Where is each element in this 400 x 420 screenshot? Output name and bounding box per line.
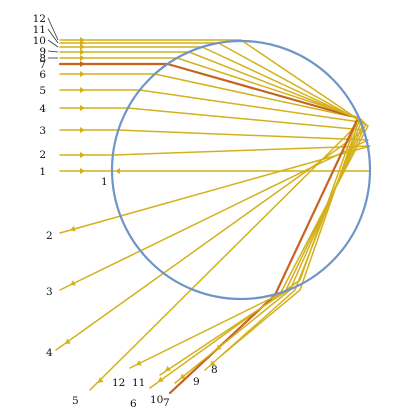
ray-9 bbox=[59, 51, 363, 371]
ray-5-in-label: 5 bbox=[39, 85, 46, 97]
ray-8-arrow-in-icon bbox=[80, 55, 85, 61]
ray-11-in-label: 11 bbox=[33, 24, 46, 36]
ray-10-arrow-in-icon bbox=[80, 44, 85, 50]
ray-8-in-label: 8 bbox=[39, 53, 46, 65]
ray-12-exit-label: 12 bbox=[112, 377, 125, 389]
ray-4-exit-label: 4 bbox=[46, 347, 53, 359]
ray-12-leader-line bbox=[47, 17, 59, 41]
ray-8 bbox=[59, 57, 361, 356]
ray-11-exit-label: 11 bbox=[132, 377, 145, 389]
ray-5-exit-label: 5 bbox=[72, 395, 79, 407]
ray-1-arrow-in-icon bbox=[80, 168, 85, 174]
ray-4-arrow-in-icon bbox=[80, 105, 85, 111]
ray-7-exit-label: 7 bbox=[163, 397, 170, 409]
ray-2-arrow-in-icon bbox=[80, 152, 85, 158]
ray-12 bbox=[59, 39, 369, 369]
ray-6-exit-label: 6 bbox=[130, 398, 137, 410]
ray-12-arrow-out-icon bbox=[136, 360, 142, 366]
ray-12-in-label: 12 bbox=[33, 13, 46, 25]
ray-11-arrow-out-icon bbox=[165, 365, 171, 371]
ray-5 bbox=[59, 89, 361, 391]
ray-3-in-label: 3 bbox=[39, 125, 46, 137]
ray-1-in-label: 1 bbox=[39, 166, 46, 178]
ray-10-exit-label: 10 bbox=[150, 394, 163, 406]
ray-9-in-label: 9 bbox=[39, 46, 46, 58]
ray-7-arrow-in-icon bbox=[80, 61, 85, 67]
ray-4 bbox=[55, 107, 365, 351]
ray-5-arrow-in-icon bbox=[80, 87, 85, 93]
ray-6-arrow-out-icon bbox=[158, 376, 164, 382]
ray-2-exit-label: 2 bbox=[46, 230, 53, 242]
ray-2 bbox=[59, 145, 371, 234]
ray-9-arrow-out-icon bbox=[210, 360, 216, 366]
ray-3 bbox=[59, 129, 369, 291]
ray-9-leader-line bbox=[47, 50, 59, 53]
ray-10-in-label: 10 bbox=[33, 35, 46, 47]
ray-9-exit-label: 9 bbox=[193, 376, 200, 388]
ray-3-arrow-in-icon bbox=[80, 127, 85, 133]
water-drop-circle bbox=[110, 39, 372, 301]
ray-5-arrow-out-icon bbox=[98, 377, 104, 383]
ray-9-arrow-in-icon bbox=[80, 49, 85, 55]
ray-10-arrow-out-icon bbox=[180, 373, 186, 379]
ray-7-in-label: 7 bbox=[39, 59, 46, 71]
ray-8-exit-label: 8 bbox=[211, 364, 218, 376]
ray-11-leader-line bbox=[47, 28, 59, 44]
ray-1-exit-label: 1 bbox=[101, 176, 108, 188]
ray-10-leader-line bbox=[47, 39, 59, 48]
ray-6-in-label: 6 bbox=[39, 69, 46, 81]
ray-3-exit-label: 3 bbox=[46, 286, 53, 298]
ray-12-arrow-in-icon bbox=[80, 37, 85, 43]
ray-6-arrow-in-icon bbox=[80, 71, 85, 77]
ray-2-arrow-out-icon bbox=[70, 225, 76, 232]
rays-layer bbox=[55, 37, 371, 395]
ray-3-arrow-out-icon bbox=[70, 280, 76, 286]
ray-2-in-label: 2 bbox=[39, 149, 46, 161]
ray-10 bbox=[59, 46, 365, 384]
ray-4-arrow-out-icon bbox=[65, 338, 71, 344]
ray-7 bbox=[58, 62, 360, 395]
ray-4-in-label: 4 bbox=[39, 103, 46, 115]
ray-1-arrow-out-icon bbox=[115, 168, 120, 174]
